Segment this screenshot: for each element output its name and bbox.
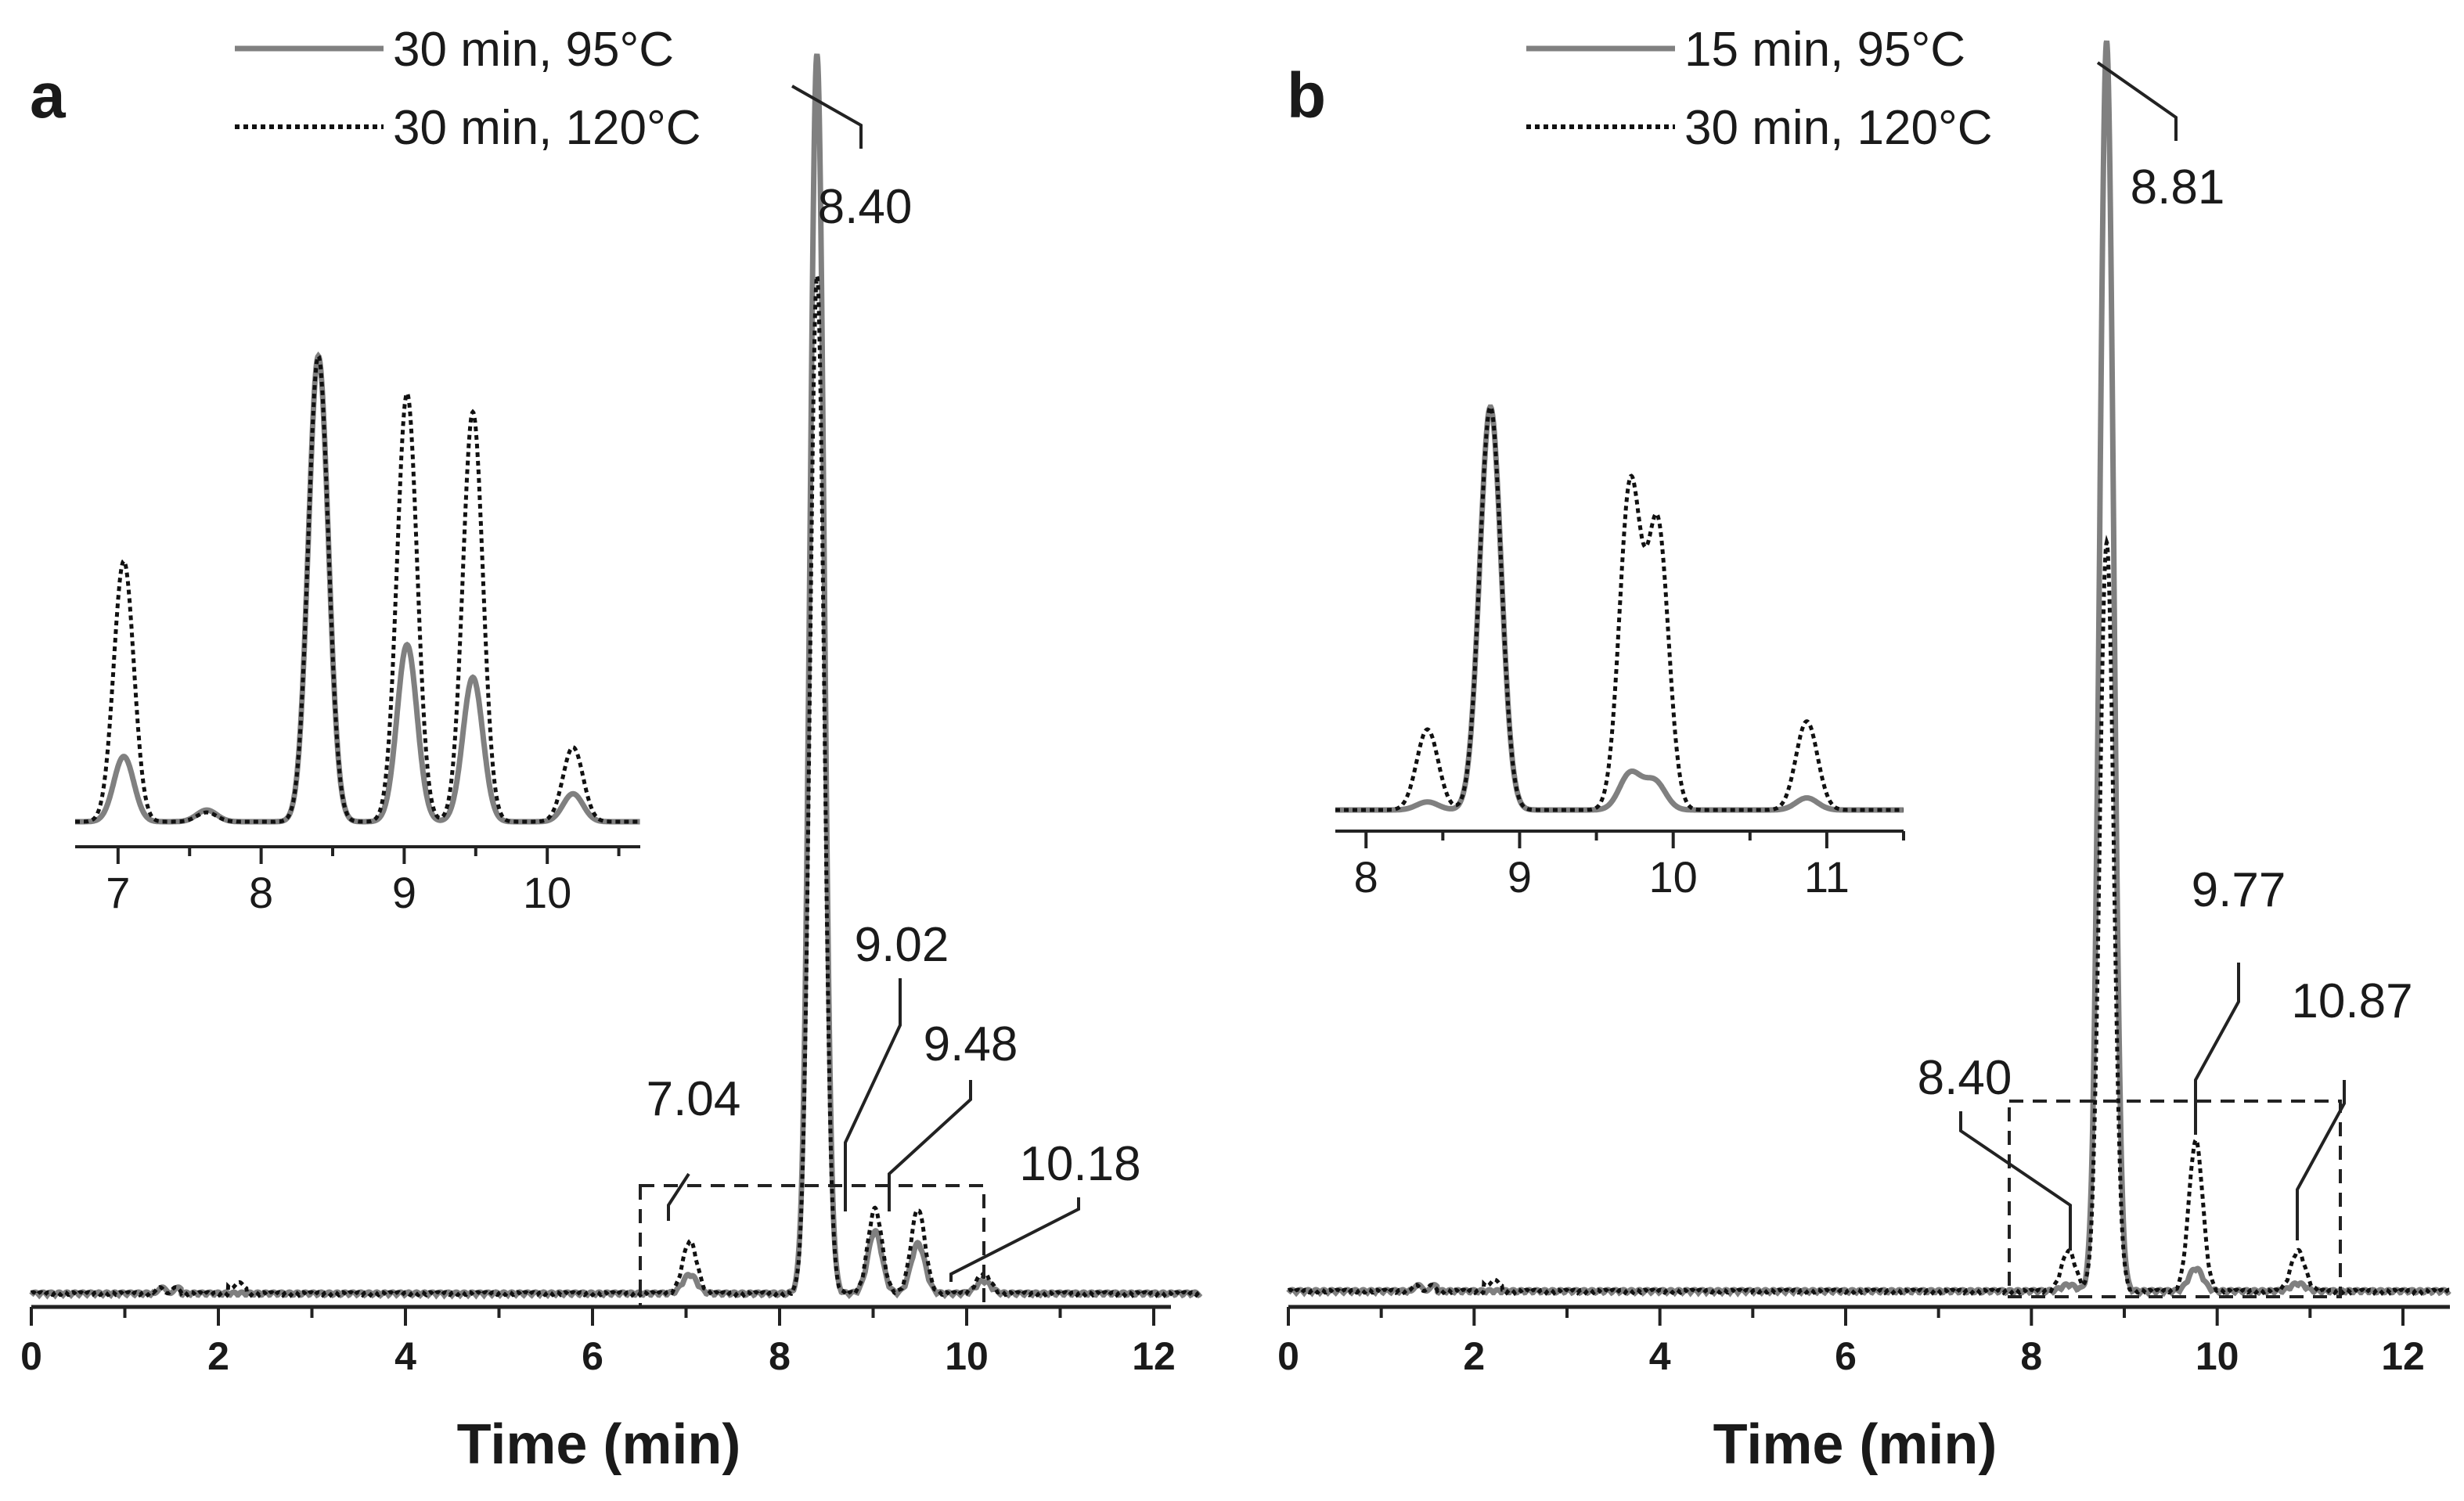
inset-ticks-b: 8 9 10 11 bbox=[1354, 831, 1905, 902]
x-tick-label: 0 bbox=[1277, 1334, 1299, 1378]
inset-x-tick-label: 8 bbox=[249, 868, 273, 917]
series-line-dashed bbox=[1287, 535, 2450, 1297]
peak-annotation-9-77: 9.77 bbox=[2192, 863, 2286, 917]
inset-x-tick-label: 9 bbox=[392, 868, 416, 917]
peak-annotation-8-40-a: 8.40 bbox=[818, 180, 913, 234]
x-tick-label: 10 bbox=[945, 1334, 989, 1378]
legend-entry-a-2: 30 min, 120°C bbox=[393, 101, 701, 155]
peak-annotation-9-02: 9.02 bbox=[855, 918, 949, 972]
x-tick-label: 2 bbox=[207, 1334, 229, 1378]
x-tick-label: 12 bbox=[2381, 1334, 2425, 1378]
zoom-box-b bbox=[2008, 1100, 2342, 1298]
series-line-dashed bbox=[30, 275, 1201, 1298]
x-tick-label: 8 bbox=[2020, 1334, 2042, 1378]
inset-a bbox=[75, 351, 640, 825]
inset-series-dashed bbox=[1335, 405, 1904, 812]
panel-label-b: b bbox=[1287, 60, 1326, 131]
peak-annotation-7-04: 7.04 bbox=[647, 1072, 741, 1126]
annotation-leaders-b bbox=[1959, 61, 2346, 1251]
legend-entry-a-1: 30 min, 95°C bbox=[393, 23, 674, 77]
traces-b bbox=[1286, 40, 2451, 1298]
x-tick-label: 12 bbox=[1132, 1334, 1176, 1378]
x-tick-label: 4 bbox=[1649, 1334, 1671, 1378]
x-tick-label: 8 bbox=[769, 1334, 791, 1378]
inset-x-tick-label: 11 bbox=[1804, 852, 1850, 902]
x-tick-label: 6 bbox=[1835, 1334, 1857, 1378]
inset-series-solid bbox=[1335, 404, 1904, 813]
inset-series-solid bbox=[75, 351, 640, 825]
x-tick-label: 2 bbox=[1463, 1334, 1485, 1378]
inset-x-tick-label: 9 bbox=[1508, 852, 1532, 902]
inset-ticks-a: 7 8 9 10 bbox=[106, 847, 621, 917]
legend-entry-b-2: 30 min, 120°C bbox=[1684, 101, 1993, 155]
x-axis-label-b: Time (min) bbox=[1713, 1413, 1997, 1476]
inset-b bbox=[1335, 404, 1904, 813]
peak-annotation-8-81: 8.81 bbox=[2131, 160, 2225, 214]
legend-entry-b-1: 15 min, 95°C bbox=[1684, 23, 1965, 77]
series-line-solid bbox=[29, 53, 1203, 1300]
panel-label-a: a bbox=[30, 60, 67, 131]
x-axis-label-a: Time (min) bbox=[457, 1413, 741, 1476]
peak-annotation-10-87: 10.87 bbox=[2291, 974, 2412, 1028]
peak-annotation-10-18: 10.18 bbox=[1019, 1137, 1140, 1191]
annotation-leaders-a bbox=[667, 85, 1080, 1282]
panel-b: b 15 min, 95°C 30 min, 120°C 0 2 4 6 8 10 12 T… bbox=[1277, 23, 2451, 1476]
panel-a: a 30 min, 95°C 30 min, 120°C 0 2 4 6 8 10 12 T… bbox=[20, 23, 1203, 1476]
x-tick-label: 10 bbox=[2196, 1334, 2239, 1378]
x-tick-label: 0 bbox=[20, 1334, 42, 1378]
inset-x-tick-label: 10 bbox=[523, 868, 571, 917]
x-tick-label: 6 bbox=[582, 1334, 603, 1378]
inset-x-tick-label: 7 bbox=[106, 868, 130, 917]
peak-annotation-8-40-b: 8.40 bbox=[1918, 1051, 2012, 1105]
inset-series-dashed bbox=[75, 352, 640, 824]
traces-a bbox=[29, 53, 1203, 1300]
zoom-box-a bbox=[639, 1184, 985, 1308]
x-ticks-b: 0 2 4 6 8 10 12 bbox=[1277, 1307, 2425, 1378]
inset-x-tick-label: 10 bbox=[1649, 852, 1698, 902]
x-tick-label: 4 bbox=[394, 1334, 416, 1378]
inset-x-tick-label: 8 bbox=[1354, 852, 1378, 902]
x-ticks-a: 0 2 4 6 8 10 12 bbox=[20, 1307, 1176, 1378]
series-line-solid bbox=[1286, 40, 2451, 1298]
peak-annotation-9-48: 9.48 bbox=[924, 1017, 1018, 1071]
